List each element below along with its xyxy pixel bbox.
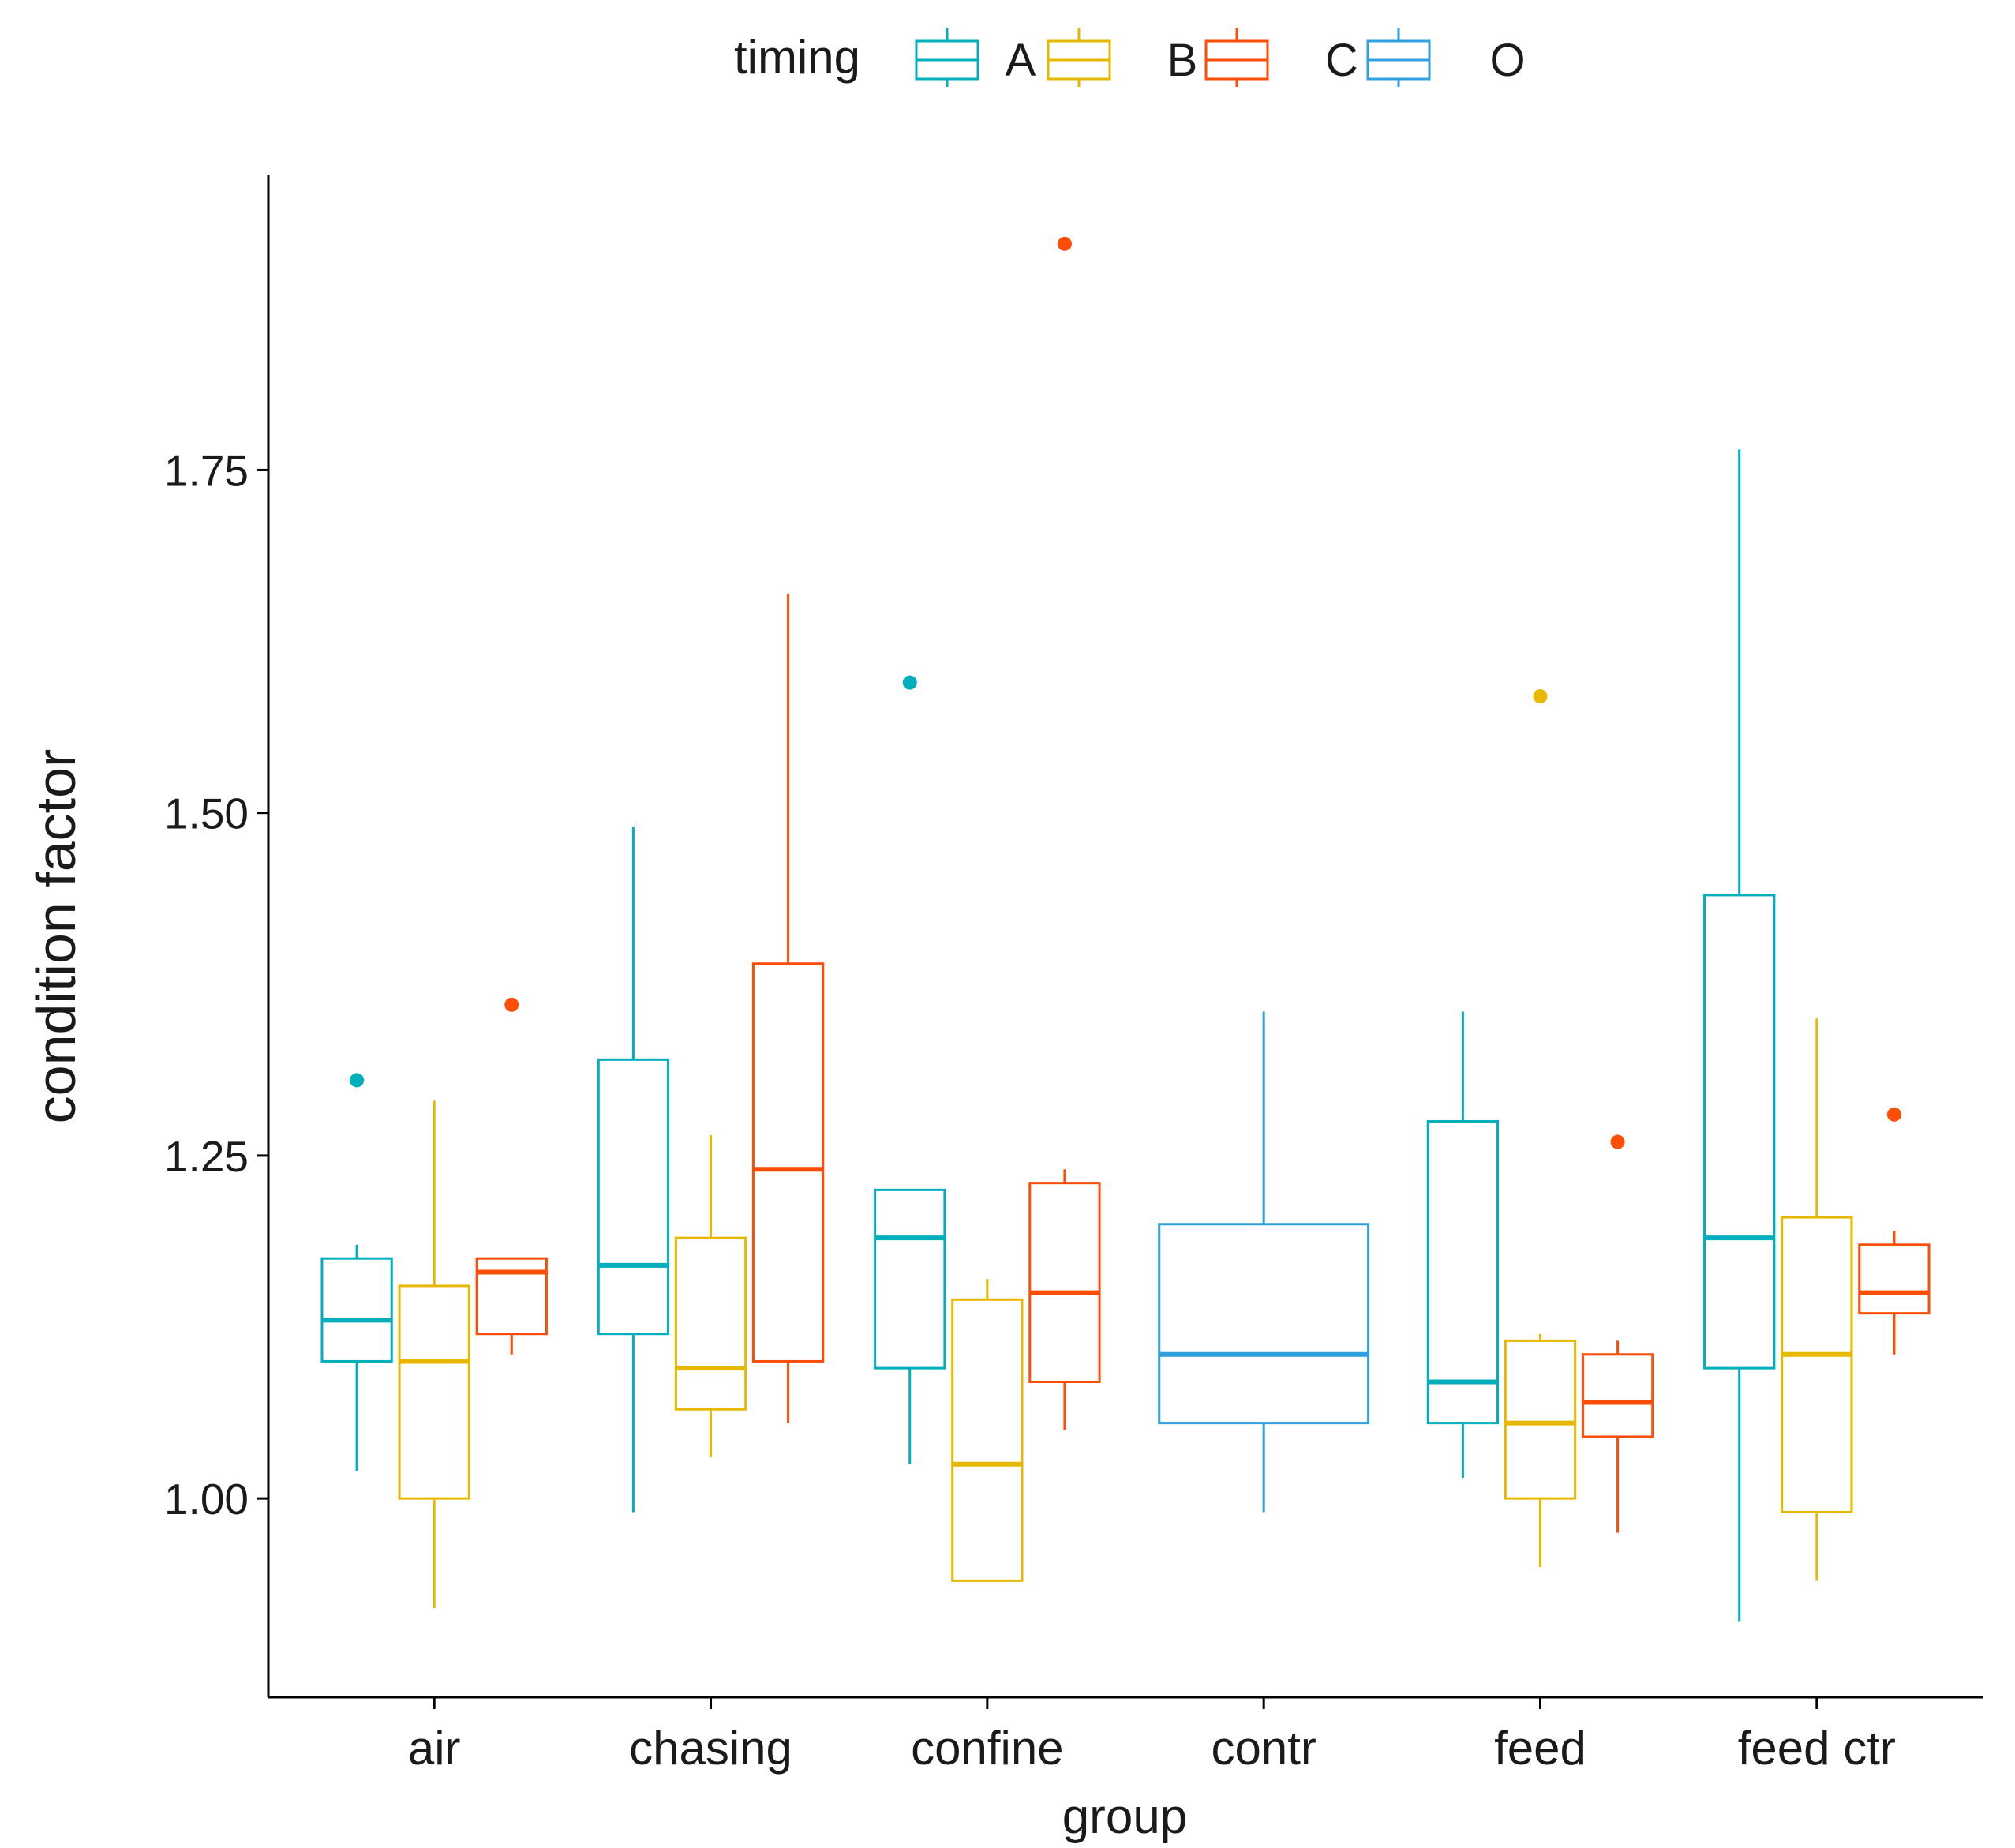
x-tick-label: contr (1211, 1722, 1316, 1775)
outlier-point (902, 675, 917, 690)
box-body (475, 1257, 548, 1336)
box-feed-A (1426, 1011, 1500, 1479)
box-feed-C (1581, 1134, 1654, 1533)
x-tick-label: feed ctr (1738, 1722, 1896, 1775)
box-body (1504, 1339, 1577, 1500)
box-body (1703, 894, 1776, 1370)
x-tick-label: feed (1494, 1722, 1586, 1775)
box-confine-A (874, 675, 946, 1464)
box-body (1781, 1216, 1853, 1514)
box-air-A (320, 1073, 393, 1471)
box-chasing-C (751, 593, 825, 1423)
legend-item-B: B (1047, 28, 1198, 87)
box-body (874, 1188, 946, 1370)
legend-title: timing (734, 31, 860, 84)
box-body (951, 1298, 1024, 1582)
y-axis-title: condition factor (25, 749, 87, 1124)
outlier-point (1886, 1107, 1901, 1122)
box-chasing-B (674, 1134, 747, 1458)
outlier-point (350, 1073, 365, 1088)
box-confine-C (1028, 236, 1101, 1430)
box-body (751, 962, 825, 1363)
legend-label: C (1325, 35, 1358, 86)
box-feed-B (1504, 689, 1577, 1567)
box-body (398, 1284, 470, 1500)
box-feed-ctr-A (1703, 449, 1776, 1622)
legend-label: B (1167, 35, 1198, 86)
box-chasing-A (597, 827, 670, 1513)
legend-item-A: A (915, 28, 1036, 87)
outlier-point (1610, 1134, 1625, 1149)
box-body (597, 1058, 670, 1336)
y-tick-label: 1.00 (164, 1475, 249, 1524)
y-tick-label: 1.50 (164, 789, 249, 838)
legend-item-O: O (1366, 28, 1526, 87)
x-tick-label: confine (911, 1722, 1063, 1775)
box-body (1426, 1119, 1500, 1425)
box-feed-ctr-B (1781, 1018, 1853, 1581)
x-axis-title: group (1062, 1790, 1188, 1844)
outlier-point (1057, 236, 1072, 251)
box-air-B (398, 1100, 470, 1609)
outlier-point (1533, 689, 1548, 704)
y-tick-label: 1.25 (164, 1132, 249, 1181)
legend-item-C: C (1204, 28, 1358, 87)
box-body (674, 1236, 747, 1411)
box-body (1581, 1353, 1654, 1438)
legend: timing A B C O (734, 28, 1526, 87)
x-tick-label: air (408, 1722, 461, 1775)
box-body (320, 1257, 393, 1363)
box-confine-B (951, 1279, 1024, 1582)
box-body (1158, 1223, 1370, 1425)
y-tick-label: 1.75 (164, 446, 249, 495)
x-tick-label: chasing (629, 1722, 792, 1775)
box-body (1858, 1243, 1931, 1315)
box-feed-ctr-C (1858, 1107, 1931, 1355)
box-air-C (475, 997, 548, 1355)
plot-area (320, 236, 1931, 1622)
box-contr-O (1158, 1011, 1370, 1513)
legend-label: A (1006, 35, 1036, 86)
outlier-point (504, 997, 519, 1012)
box-body (1028, 1182, 1101, 1384)
axes: 1.00 1.25 1.50 1.75 air chasing confine contr fe… (164, 175, 1983, 1775)
legend-label: O (1489, 35, 1525, 86)
